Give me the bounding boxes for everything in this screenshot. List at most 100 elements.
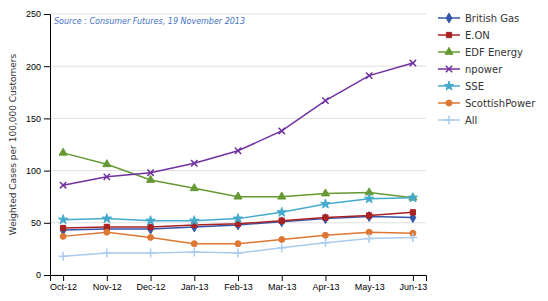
- grid-line: [50, 66, 426, 67]
- point: [278, 192, 286, 199]
- point: [366, 212, 372, 222]
- axis-line: [44, 15, 51, 276]
- y-axis-title: Weighted Cases per 100,000 Customers: [8, 54, 18, 236]
- legend-item: SSE: [438, 81, 484, 92]
- series-layer: [58, 60, 417, 261]
- point: [408, 193, 418, 202]
- legend-marker: [445, 116, 454, 125]
- x-tick-label: Nov-12: [93, 282, 122, 292]
- y-tick: 200: [26, 62, 50, 72]
- point: [235, 241, 241, 247]
- point: [148, 234, 154, 240]
- y-tick-label: 0: [36, 270, 41, 280]
- point: [102, 214, 112, 223]
- point: [148, 224, 153, 229]
- point: [279, 217, 285, 227]
- legend-item: EDF Energy: [438, 47, 523, 58]
- legend-label: SSE: [465, 81, 484, 92]
- x-tick-mark: [413, 275, 414, 281]
- point: [367, 213, 372, 218]
- x-tick-label: Dec-12: [137, 282, 166, 292]
- x-tick-label: Jun-13: [400, 282, 428, 292]
- point: [58, 215, 68, 224]
- x-tick: Feb-13: [224, 275, 253, 292]
- point: [279, 237, 285, 243]
- legend: British Gas E.ON EDF Energy npower SSE Scotti…: [438, 13, 536, 126]
- point: [279, 218, 284, 223]
- x-tick-mark: [107, 275, 108, 281]
- x-tick: Jun-13: [400, 275, 428, 292]
- legend-item: ScottishPower: [438, 98, 536, 109]
- point: [364, 194, 374, 203]
- point: [322, 232, 328, 238]
- point: [148, 224, 154, 234]
- legend-label: ScottishPower: [465, 98, 536, 109]
- point: [59, 252, 68, 261]
- y-tick-mark: [44, 14, 50, 15]
- annotation: Source : Consumer Futures, 19 November 2…: [54, 17, 245, 26]
- point: [234, 192, 242, 199]
- x-tick-mark: [151, 275, 152, 281]
- legend-label: EDF Energy: [465, 47, 523, 58]
- point: [103, 160, 111, 167]
- point: [60, 225, 65, 230]
- x-tick-label: Feb-13: [224, 282, 253, 292]
- y-tick: 0: [36, 270, 50, 280]
- legend-label: British Gas: [465, 13, 519, 24]
- x-tick-mark: [63, 275, 64, 281]
- legend-label: All: [465, 115, 477, 126]
- point: [59, 148, 67, 155]
- x-tick-mark: [325, 275, 326, 281]
- legend-marker: [446, 32, 451, 37]
- point: [277, 243, 286, 252]
- legend-marker: [446, 100, 452, 106]
- y-tick-mark: [44, 223, 50, 224]
- y-tick-label: 200: [26, 62, 41, 72]
- point: [60, 182, 66, 188]
- x-tick-label: May-13: [355, 282, 385, 292]
- point: [102, 249, 111, 258]
- x-tick: Jan-13: [181, 275, 209, 292]
- x-tick-label: Apr-13: [312, 282, 339, 292]
- legend-marker: [446, 66, 452, 72]
- point: [146, 216, 156, 225]
- point: [410, 60, 416, 66]
- chart: Oct-12Nov-12Dec-12Jan-13Feb-13Mar-13Apr-…: [0, 0, 548, 301]
- series: [59, 233, 418, 261]
- y-tick-label: 100: [26, 166, 41, 176]
- series: [60, 212, 415, 235]
- x-tick: Dec-12: [137, 275, 166, 292]
- x-tick-mark: [282, 275, 283, 281]
- x-tick-mark: [238, 275, 239, 281]
- grid-line: [50, 14, 426, 15]
- point: [147, 175, 155, 182]
- series: [60, 229, 416, 246]
- series: [60, 60, 416, 188]
- y-tick: 250: [26, 9, 50, 19]
- legend-item: All: [438, 115, 477, 126]
- legend-label: npower: [465, 64, 503, 75]
- point: [365, 234, 374, 243]
- y-tick-mark: [44, 275, 50, 276]
- legend-item: E.ON: [438, 30, 490, 41]
- legend-marker: [445, 47, 453, 54]
- x-axis: Oct-12Nov-12Dec-12Jan-13Feb-13Mar-13Apr-…: [50, 275, 427, 292]
- y-tick: 50: [31, 218, 50, 228]
- legend-item: British Gas: [438, 13, 519, 24]
- series: [59, 148, 417, 200]
- grid-line: [50, 170, 426, 171]
- series: [58, 193, 417, 225]
- point: [191, 160, 197, 166]
- x-tick-label: Jan-13: [181, 282, 209, 292]
- x-tick: Apr-13: [312, 275, 339, 292]
- x-tick-mark: [194, 275, 195, 281]
- y-tick-mark: [44, 171, 50, 172]
- point: [146, 249, 155, 258]
- point: [190, 216, 200, 225]
- point: [323, 215, 328, 220]
- point: [408, 233, 417, 242]
- x-tick-label: Oct-12: [50, 282, 77, 292]
- y-tick: 100: [26, 166, 50, 176]
- point: [190, 248, 199, 257]
- point: [277, 207, 287, 216]
